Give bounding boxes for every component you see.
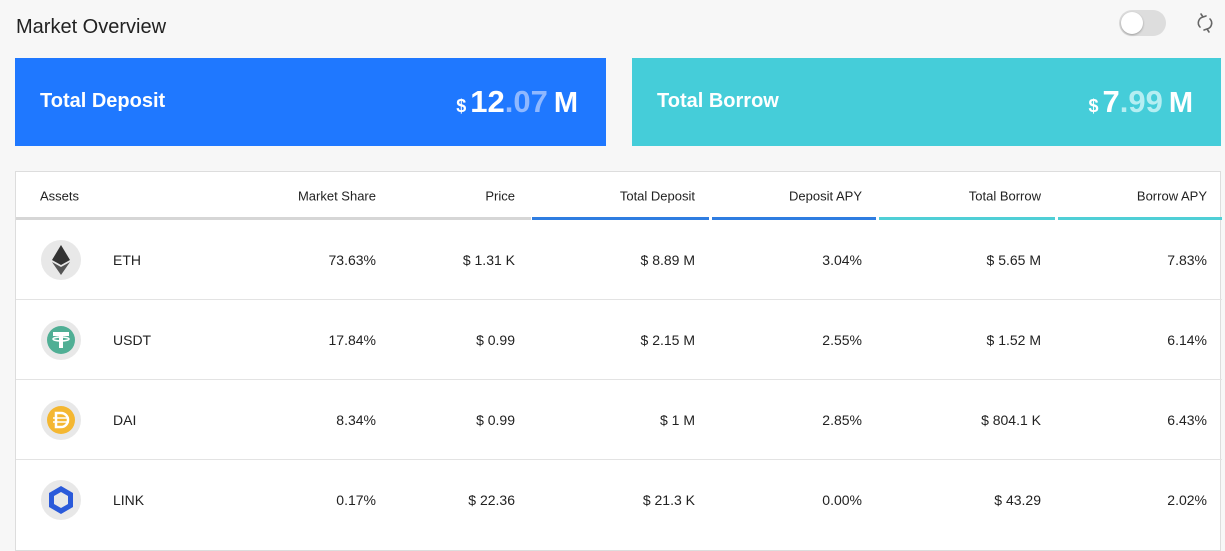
column-header: Market Share xyxy=(297,188,376,204)
eth-icon xyxy=(41,240,81,280)
card-label: Total Borrow xyxy=(657,90,779,112)
refresh-button[interactable] xyxy=(1195,12,1215,34)
table-cell: $ 1.31 K xyxy=(462,252,515,268)
table-cell: 8.34% xyxy=(336,412,376,428)
usdt-icon xyxy=(41,320,81,360)
unit: M xyxy=(553,87,578,119)
table-cell: 7.83% xyxy=(1167,252,1207,268)
table-cell: $ 1 M xyxy=(659,412,695,428)
table-cell: $ 804.1 K xyxy=(981,412,1041,428)
asset-name: LINK xyxy=(113,492,145,508)
table-cell: $ 22.36 xyxy=(468,492,515,508)
card-value: $7.99 M xyxy=(1088,84,1193,120)
header-underline xyxy=(1058,217,1222,220)
dai-icon xyxy=(41,400,81,440)
decimal: .99 xyxy=(1119,84,1163,119)
link-icon xyxy=(41,480,81,520)
card-label: Total Deposit xyxy=(40,90,166,112)
decimal: .07 xyxy=(504,84,548,119)
row-separator xyxy=(16,379,1222,380)
table-cell: 2.85% xyxy=(822,412,862,428)
table-cell: $ 2.15 M xyxy=(640,332,695,348)
row-separator xyxy=(16,459,1222,460)
asset-name: USDT xyxy=(113,332,152,348)
table-cell: 6.43% xyxy=(1167,412,1207,428)
table-cell: 3.04% xyxy=(822,252,862,268)
market-table: Assets Market Share Price Total Deposit Depo… xyxy=(15,171,1222,551)
integer: 7 xyxy=(1102,84,1120,119)
card-value: $12.07 M xyxy=(456,84,578,120)
table-cell: $ 0.99 xyxy=(476,412,515,428)
toggle-knob xyxy=(1121,12,1143,34)
header-underline xyxy=(712,217,876,220)
table-cell: 6.14% xyxy=(1167,332,1207,348)
table-cell: 0.00% xyxy=(822,492,862,508)
header-underline xyxy=(532,217,709,220)
currency: $ xyxy=(1088,96,1099,116)
toggle[interactable] xyxy=(1119,10,1166,36)
borrow-card: Total Borrow $7.99 M xyxy=(632,58,1221,146)
table-cell: 73.63% xyxy=(328,252,376,268)
column-header: Deposit APY xyxy=(789,188,862,204)
row-separator xyxy=(16,299,1222,300)
table-cell: $ 0.99 xyxy=(476,332,515,348)
integer: 12 xyxy=(470,84,505,119)
table-cell: 2.02% xyxy=(1167,492,1207,508)
column-header: Total Deposit xyxy=(619,188,695,204)
currency: $ xyxy=(456,96,467,116)
table-cell: $ 21.3 K xyxy=(642,492,695,508)
column-header: Assets xyxy=(40,188,80,204)
unit: M xyxy=(1168,87,1193,119)
table-cell: $ 5.65 M xyxy=(986,252,1041,268)
table-cell: $ 8.89 M xyxy=(640,252,695,268)
page-title: Market Overview xyxy=(16,16,167,38)
header-underline xyxy=(879,217,1055,220)
table-cell: $ 1.52 M xyxy=(986,332,1041,348)
column-header: Price xyxy=(485,188,515,204)
column-header: Total Borrow xyxy=(968,188,1041,204)
column-header: Borrow APY xyxy=(1136,188,1207,204)
asset-name: DAI xyxy=(113,412,137,428)
asset-name: ETH xyxy=(113,252,141,268)
table-cell: 17.84% xyxy=(328,332,376,348)
table-cell: 0.17% xyxy=(336,492,376,508)
table-cell: 2.55% xyxy=(822,332,862,348)
table-cell: $ 43.29 xyxy=(994,492,1041,508)
header-underline xyxy=(16,217,531,220)
deposit-card: Total Deposit $12.07 M xyxy=(15,58,606,146)
